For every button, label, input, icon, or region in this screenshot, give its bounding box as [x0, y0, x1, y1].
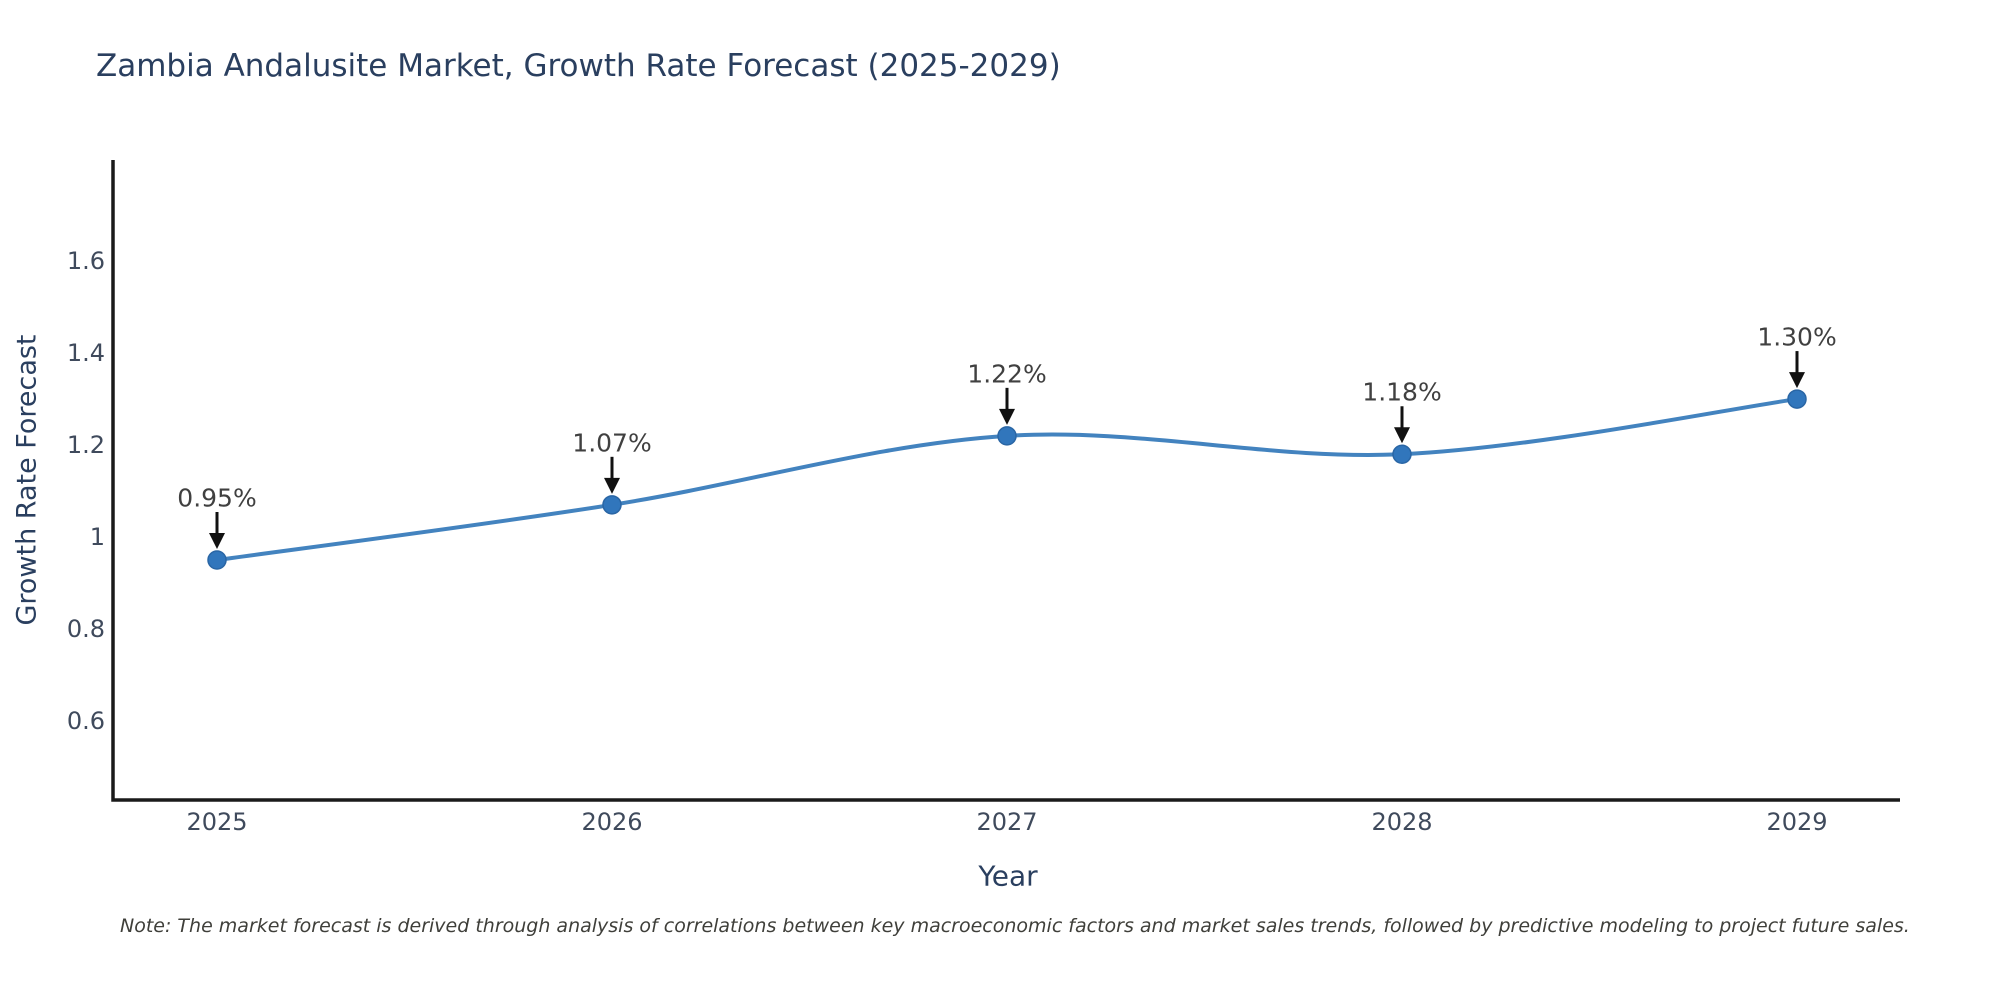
annotation-arrow-head-icon: [999, 408, 1015, 425]
y-tick-label-0.6: 0.6: [66, 706, 105, 735]
data-point-marker-2028: [1392, 444, 1412, 465]
footnote: Note: The market forecast is derived thr…: [120, 915, 1910, 937]
x-tick-label-2029: 2029: [1766, 808, 1828, 836]
x-axis-title: Year: [978, 859, 1038, 893]
axis-spines: [111, 160, 1900, 802]
chart-title: Zambia Andalusite Market, Growth Rate Fo…: [96, 48, 1061, 84]
point-value-label-2025: 0.95%: [177, 483, 257, 513]
y-tick-label-1.4: 1.4: [66, 339, 105, 368]
x-tick-label-2028: 2028: [1371, 808, 1433, 836]
x-tick-label-2027: 2027: [976, 808, 1038, 836]
data-point-marker-2026: [602, 495, 622, 515]
y-tick-label-1: 1: [89, 523, 105, 551]
annotation-arrow-head-icon: [1394, 427, 1410, 444]
point-value-label-2028: 1.18%: [1362, 377, 1442, 407]
annotation-arrow-head-icon: [604, 477, 620, 494]
x-tick-label-2025: 2025: [186, 808, 248, 836]
point-value-label-2027: 1.22%: [967, 359, 1047, 389]
y-tick-label-0.8: 0.8: [66, 614, 105, 643]
x-tick-label-2026: 2026: [581, 808, 643, 836]
point-value-label-2029: 1.30%: [1757, 322, 1837, 352]
annotation-arrow-head-icon: [209, 533, 225, 549]
y-tick-label-1.6: 1.6: [66, 247, 105, 276]
data-point-marker-2027: [997, 426, 1017, 446]
point-value-label-2026: 1.07%: [572, 428, 652, 458]
y-tick-label-1.2: 1.2: [66, 431, 105, 460]
data-point-marker-2029: [1787, 389, 1807, 409]
annotation-arrow-head-icon: [1789, 372, 1805, 389]
data-point-marker-2025: [207, 550, 227, 570]
